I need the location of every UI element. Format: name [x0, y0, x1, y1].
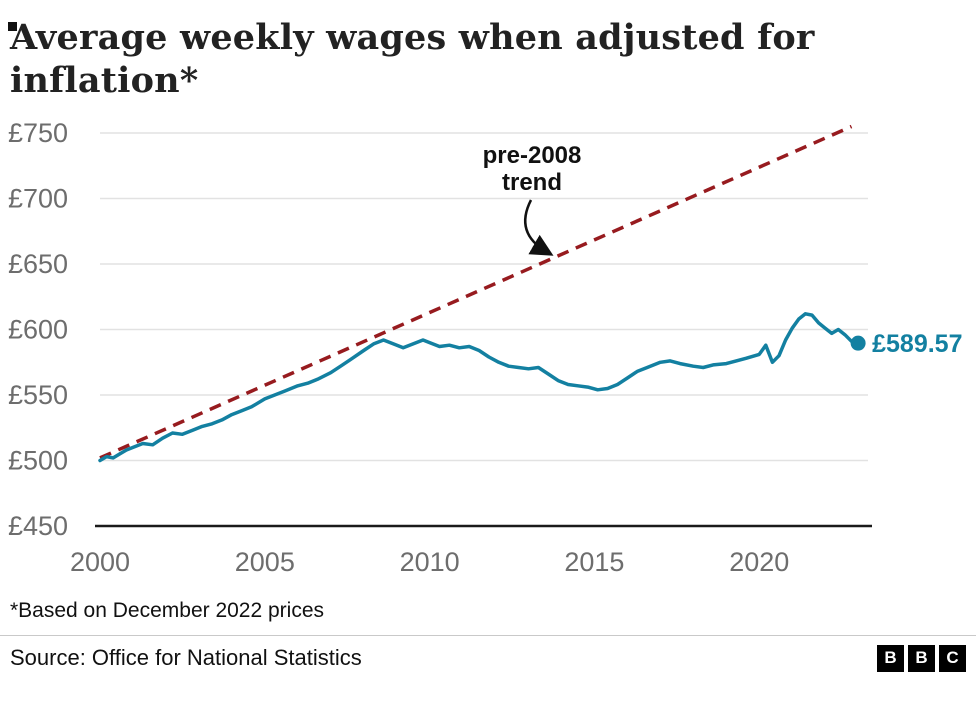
bbc-logo: B B C	[873, 644, 966, 672]
svg-text:2015: 2015	[564, 547, 624, 577]
svg-text:£650: £650	[8, 249, 68, 279]
svg-text:pre-2008: pre-2008	[483, 142, 582, 169]
chart-svg: £450 £500 £550 £600 £650 £700 £750 2000 2005 2010…	[8, 118, 962, 577]
svg-text:£450: £450	[8, 511, 68, 541]
svg-text:£550: £550	[8, 380, 68, 410]
footer: Source: Office for National Statistics B…	[0, 634, 976, 672]
chart-footnote: *Based on December 2022 prices	[10, 598, 325, 622]
source-text: Source: Office for National Statistics	[10, 645, 362, 671]
svg-text:2000: 2000	[70, 547, 130, 577]
svg-text:£500: £500	[8, 445, 68, 475]
bbc-logo-block-b1: B	[877, 644, 904, 672]
svg-text:2005: 2005	[235, 547, 295, 577]
svg-text:2020: 2020	[729, 547, 789, 577]
svg-text:£750: £750	[8, 118, 68, 148]
bbc-logo-block-c: C	[939, 644, 966, 672]
svg-text:trend: trend	[502, 169, 562, 196]
chart-layer: £450 £500 £550 £600 £650 £700 £750 2000 2005 2010…	[8, 118, 962, 577]
bbc-logo-block-b2: B	[908, 644, 935, 672]
svg-text:£589.57: £589.57	[872, 330, 962, 358]
svg-text:2010: 2010	[400, 547, 460, 577]
chart-card: Average weekly wages when adjusted for i…	[0, 16, 976, 702]
svg-text:£600: £600	[8, 314, 68, 344]
corner-mark	[8, 22, 17, 31]
chart-title: Average weekly wages when adjusted for i…	[10, 17, 815, 102]
svg-text:£700: £700	[8, 183, 68, 213]
